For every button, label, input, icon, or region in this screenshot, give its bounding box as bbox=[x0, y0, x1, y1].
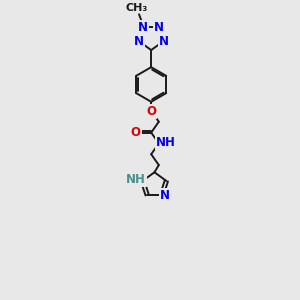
Text: N: N bbox=[134, 35, 144, 48]
Text: N: N bbox=[138, 21, 148, 34]
Text: O: O bbox=[146, 105, 156, 118]
Text: NH: NH bbox=[126, 173, 146, 187]
Text: NH: NH bbox=[156, 136, 176, 149]
Text: CH₃: CH₃ bbox=[125, 2, 148, 13]
Text: O: O bbox=[131, 126, 141, 139]
Text: N: N bbox=[154, 21, 164, 34]
Text: N: N bbox=[159, 35, 169, 48]
Text: N: N bbox=[160, 189, 170, 203]
